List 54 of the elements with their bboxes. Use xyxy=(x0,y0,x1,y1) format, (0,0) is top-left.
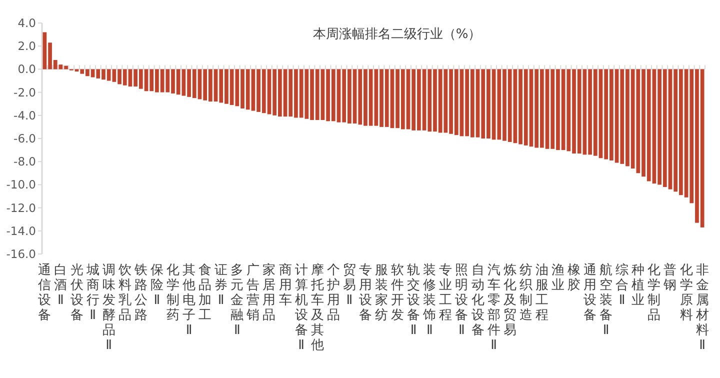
x-tick-label: 铁路公路 xyxy=(133,263,148,323)
x-tick-label: 商用车 xyxy=(278,263,292,308)
x-tick-label: 食品加工 xyxy=(198,263,212,323)
x-tick-label: 服装家纺 xyxy=(375,263,388,323)
x-tick-label: 油服工程 xyxy=(535,263,548,323)
x-tick-label: 调味发酵品Ⅱ xyxy=(102,263,116,353)
x-tick-label: 化学制品 xyxy=(648,263,661,323)
x-tick-label: 摩托车及其他 xyxy=(310,263,324,353)
y-tick-label: -4.0 xyxy=(14,108,36,122)
x-tick-label: 普钢 xyxy=(662,262,677,293)
x-tick-label: 通信设备 xyxy=(38,263,52,323)
x-tick-label: 照明设备Ⅱ xyxy=(455,263,468,338)
x-tick-label: 纺织制造 xyxy=(519,263,532,323)
x-tick-label: 橡胶 xyxy=(568,263,581,293)
y-tick-label: -10.0 xyxy=(6,178,36,192)
y-tick-label: -12.0 xyxy=(6,200,36,215)
x-tick-label: 证券Ⅱ xyxy=(214,263,228,308)
x-tick-label: 保险Ⅱ xyxy=(150,263,164,308)
y-tick-label: -6.0 xyxy=(14,132,36,146)
x-tick-label: 广告营销 xyxy=(246,263,260,323)
x-tick-label: 多元金融Ⅱ xyxy=(230,263,244,338)
x-tick-label: 贸易Ⅱ xyxy=(342,263,356,308)
x-tick-label: 光伏设备 xyxy=(70,263,84,323)
x-tick-label: 家居用品 xyxy=(262,262,276,323)
y-tick-label: 0.0 xyxy=(18,62,36,76)
x-tick-label: 种植业 xyxy=(632,263,645,308)
x-tick-label: 渔业 xyxy=(551,263,564,293)
x-tick-label: 自动化设备 xyxy=(471,263,484,338)
x-tick-label: 化学制药 xyxy=(166,263,180,323)
x-tick-label: 城商行Ⅱ xyxy=(85,263,100,323)
x-tick-label: 通用设备 xyxy=(584,263,597,323)
x-tick-label: 饮料乳品 xyxy=(117,263,132,323)
y-tick-label: -2.0 xyxy=(14,85,36,100)
x-tick-label: 软件开发 xyxy=(391,263,404,323)
x-tick-label: 专用设备 xyxy=(358,263,372,323)
x-tick-label: 综合Ⅱ xyxy=(616,263,629,308)
x-tick-label: 计算机设备Ⅱ xyxy=(294,263,308,353)
x-tick-label: 汽车零部件Ⅱ xyxy=(487,263,500,353)
x-tick-label: 装修装饰Ⅱ xyxy=(422,263,436,338)
x-tick-label: 炼化及贸易 xyxy=(503,263,516,338)
x-tick-label: 其他电子Ⅱ xyxy=(182,263,196,338)
y-tick-label: 4.0 xyxy=(18,16,36,30)
y-tick-label: -16.0 xyxy=(6,247,36,261)
x-tick-label: 轨交设备Ⅱ xyxy=(407,263,420,338)
x-tick-label: 专业工程 xyxy=(439,263,452,323)
x-tick-label: 非金属材料Ⅱ xyxy=(694,263,709,353)
x-tick-label: 航空装备Ⅱ xyxy=(600,263,613,338)
y-tick-label: -8.0 xyxy=(14,154,36,169)
y-tick-label: 2.0 xyxy=(18,39,36,54)
chart-title: 本周涨幅排名二级行业（%） xyxy=(312,27,482,42)
x-tick-label: 白酒Ⅱ xyxy=(54,263,68,308)
x-tick-label: 个护用品 xyxy=(326,263,340,323)
y-tick-label: -14.0 xyxy=(6,224,36,238)
x-tick-label: 化学原料 xyxy=(680,263,693,323)
